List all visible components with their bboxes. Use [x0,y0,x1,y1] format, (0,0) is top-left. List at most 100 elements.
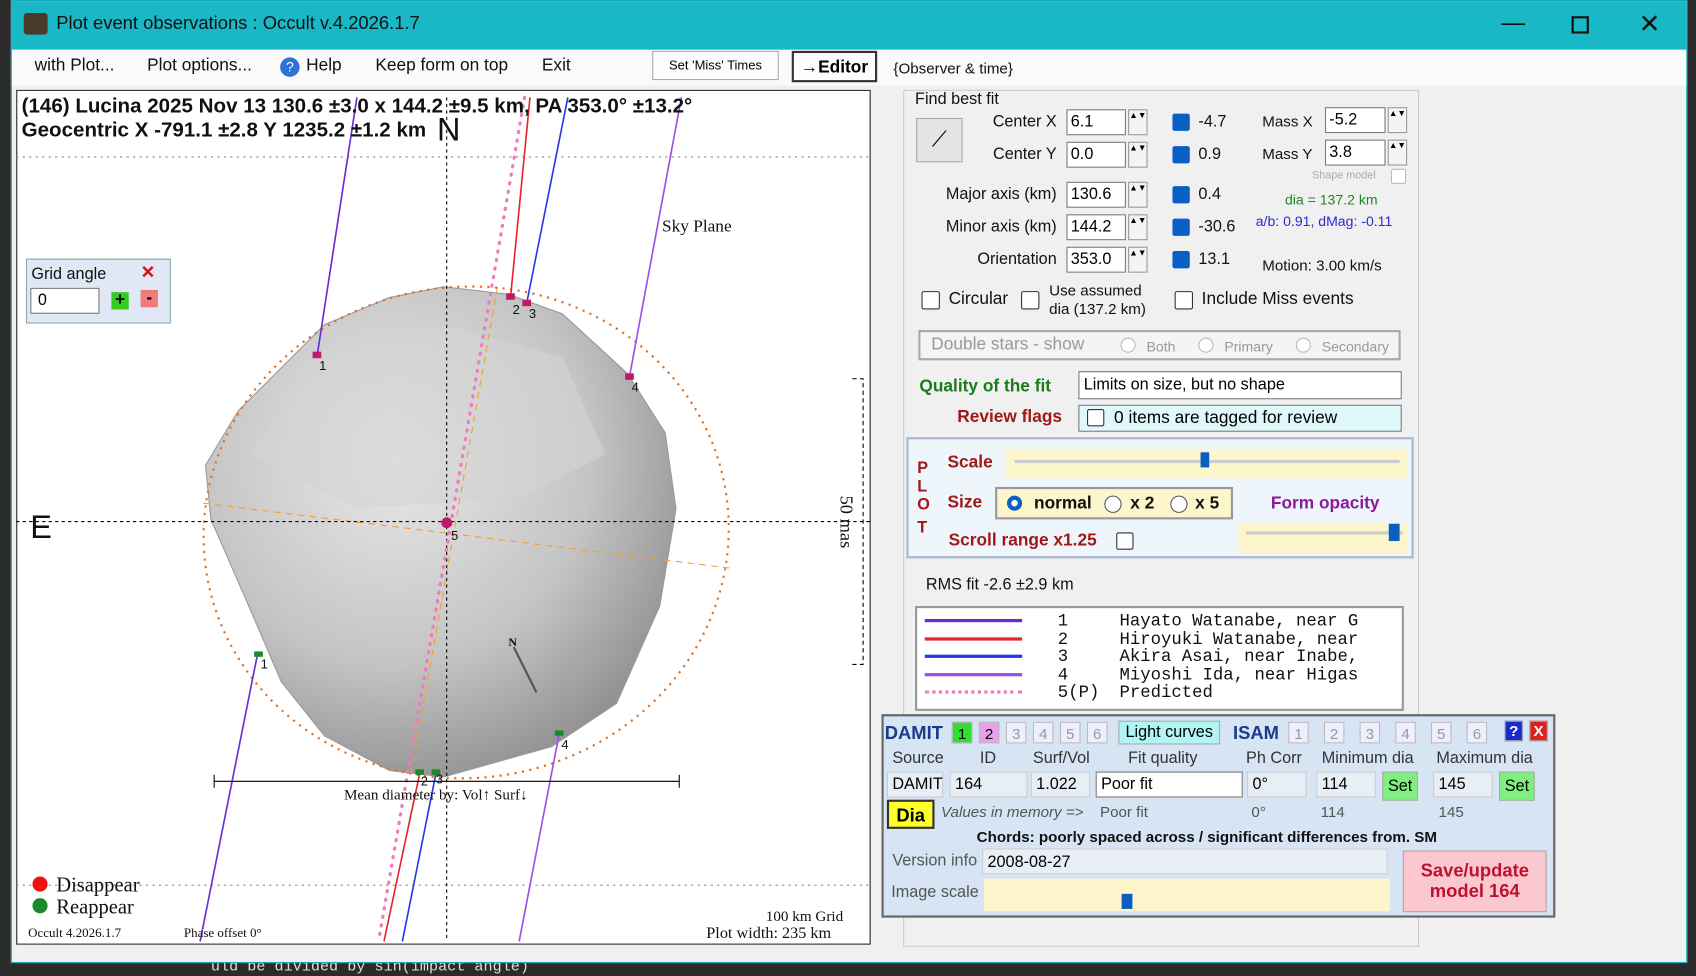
radio[interactable] [1121,338,1136,353]
isam-button[interactable]: 5 [1431,722,1452,744]
observer-id: 4 [1058,665,1068,684]
checkbox[interactable] [1116,532,1133,549]
model-button[interactable]: 4 [1033,722,1054,744]
radio[interactable] [1198,338,1213,353]
grid-size: 100 km Grid [766,909,843,926]
model-button[interactable]: 6 [1087,722,1108,744]
slider-thumb[interactable] [1389,524,1400,541]
close[interactable]: ✕ [1639,9,1661,40]
plot-letter: O [917,496,930,514]
close-button[interactable]: X [1529,721,1547,742]
minimize[interactable]: — [1501,9,1525,37]
model-button[interactable]: 5 [1060,722,1081,744]
observer-id: 1 [1058,611,1068,630]
spinner[interactable]: ▲▼ [1128,142,1147,168]
memory-value: 114 [1321,803,1345,820]
spinner[interactable]: ▲▼ [1128,247,1147,273]
checkbox[interactable] [1172,251,1189,268]
param-delta: -4.7 [1198,113,1226,131]
column-header: ID [980,749,996,767]
menu-item[interactable]: with Plot... [35,56,115,75]
checkbox[interactable] [1391,169,1406,184]
mass-label: Mass X [1262,113,1312,130]
chord-label: 2 [513,302,520,317]
light-curves-button[interactable]: Light curves [1118,721,1220,745]
checkbox[interactable] [1172,114,1189,131]
param-delta: 13.1 [1198,250,1230,268]
checkbox[interactable] [1172,146,1189,163]
mass-input[interactable]: 3.8 [1325,140,1386,166]
spinner[interactable]: ▲▼ [1128,182,1147,208]
mass-input[interactable]: -5.2 [1325,107,1386,133]
editor-button[interactable]: →Editor [792,51,877,82]
set-button[interactable]: Set [1499,772,1535,801]
help-button[interactable]: ? [1505,721,1523,742]
menu-item[interactable]: Plot options... [147,56,252,75]
grid-angle-title: Grid angle [31,265,106,283]
observer-line [925,655,1022,658]
model-button[interactable]: 3 [1006,722,1027,744]
column-value: 1.022 [1031,772,1090,798]
observer-id: 3 [1058,647,1068,666]
column-value: 0° [1247,772,1306,798]
spinner[interactable]: ▲▼ [1128,214,1147,240]
model-button[interactable]: 1 [952,722,973,744]
checkbox[interactable] [1172,219,1189,236]
reappear-marker [555,730,564,735]
param-input[interactable]: 6.1 [1066,109,1125,135]
slider-thumb[interactable] [1122,894,1133,909]
minus-button[interactable]: - [141,290,158,307]
menu-item[interactable]: Exit [542,56,571,75]
radio[interactable] [1296,338,1311,353]
dia-button[interactable]: Dia [887,800,935,829]
plot-width: Plot width: 235 km [706,925,831,943]
observer-name: Hayato Watanabe, near G [1119,611,1400,630]
menu-item[interactable]: Help [306,56,342,75]
close-icon[interactable]: ✕ [141,262,156,284]
rms-label: RMS fit -2.6 ±2.9 km [926,576,1074,594]
maximize[interactable] [1572,16,1589,33]
checkbox[interactable] [922,291,940,309]
menu-item[interactable]: Keep form on top [375,56,508,75]
checkbox[interactable] [1175,291,1193,309]
column-header: Ph Corr [1246,749,1302,767]
isam-button[interactable]: 2 [1324,722,1345,744]
isam-button[interactable]: 1 [1288,722,1309,744]
slider-thumb[interactable] [1201,452,1210,467]
column-value[interactable]: Poor fit [1096,772,1243,798]
isam-button[interactable]: 3 [1360,722,1381,744]
checkbox[interactable] [1021,291,1039,309]
param-input[interactable]: 353.0 [1066,247,1125,273]
opacity-label: Form opacity [1271,495,1380,514]
model-button[interactable]: 2 [979,722,1000,744]
help-icon: ? [280,57,299,76]
param-input[interactable]: 130.6 [1066,182,1125,208]
opacity-slider[interactable] [1238,523,1408,553]
isam-button[interactable]: 6 [1467,722,1488,744]
save-button[interactable]: Save/update model 164 [1403,851,1547,913]
radio-label: x 2 [1130,495,1154,514]
isam-button[interactable]: 4 [1395,722,1416,744]
checkbox[interactable] [1087,409,1104,426]
checkbox[interactable] [1172,186,1189,203]
set-miss-button[interactable]: Set 'Miss' Times [652,51,779,80]
param-input[interactable]: 0.0 [1066,142,1125,168]
ratio-label: a/b: 0.91, dMag: -0.11 [1256,213,1393,229]
chord-label: 4 [632,380,639,395]
radio[interactable] [1104,496,1121,513]
spinner[interactable]: ▲▼ [1388,140,1407,166]
radio[interactable] [1170,496,1187,513]
image-scale-slider[interactable] [984,879,1390,911]
quality-select[interactable]: Limits on size, but no shape [1078,371,1401,399]
spinner[interactable]: ▲▼ [1128,109,1147,135]
pole-label: N [508,636,517,649]
observer-line [925,690,1022,693]
set-button[interactable]: Set [1382,772,1418,801]
plus-button[interactable]: + [111,292,128,309]
param-input[interactable]: 144.2 [1066,214,1125,240]
observer-button[interactable]: {Observer & time} [893,60,1013,77]
spinner[interactable]: ▲▼ [1388,107,1407,133]
grid-angle-select[interactable]: 0 [30,288,99,314]
radio[interactable] [1007,496,1022,511]
